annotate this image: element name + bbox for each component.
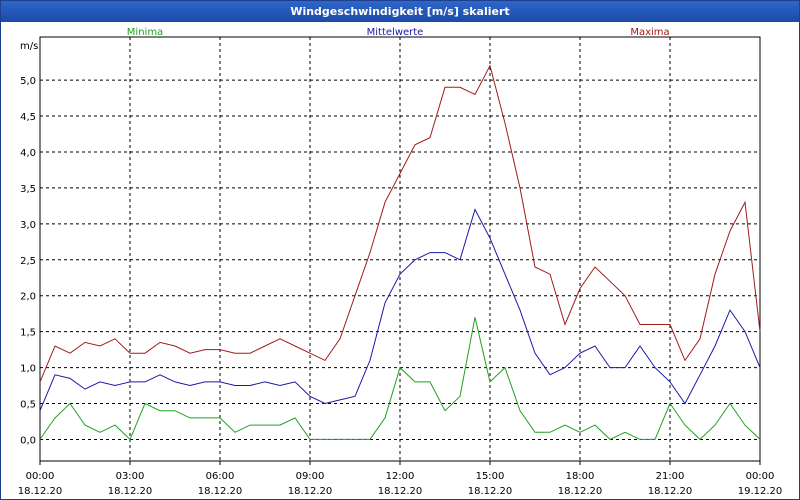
y-tick-label: 4,5 bbox=[20, 112, 36, 123]
y-tick-label: 1,5 bbox=[20, 328, 36, 339]
x-tick-time: 21:00 bbox=[656, 471, 685, 482]
y-tick-label: 3,0 bbox=[20, 220, 36, 231]
x-tick-time: 00:00 bbox=[26, 471, 55, 482]
legend-minima: Minima bbox=[127, 27, 163, 38]
x-tick-time: 12:00 bbox=[386, 471, 415, 482]
x-tick-time: 06:00 bbox=[206, 471, 235, 482]
x-tick-date: 19.12.20 bbox=[738, 486, 783, 497]
x-tick-date: 18.12.20 bbox=[648, 486, 693, 497]
series-line-mittelwerte bbox=[39, 208, 761, 411]
window-title: Windgeschwindigkeit [m/s] skaliert bbox=[1, 1, 799, 22]
legend-maxima: Maxima bbox=[630, 27, 669, 38]
x-tick-time: 09:00 bbox=[296, 471, 325, 482]
x-tick-date: 18.12.20 bbox=[18, 486, 63, 497]
y-tick-label: 3,5 bbox=[20, 184, 36, 195]
y-tick-label: 5,0 bbox=[20, 76, 36, 87]
x-tick-date: 18.12.20 bbox=[198, 486, 243, 497]
y-tick-label: 4,0 bbox=[20, 148, 36, 159]
series-line-minima bbox=[39, 317, 761, 441]
x-tick-date: 18.12.20 bbox=[378, 486, 423, 497]
y-tick-label: 0,0 bbox=[20, 435, 36, 446]
x-tick-time: 15:00 bbox=[476, 471, 505, 482]
x-tick-date: 18.12.20 bbox=[558, 486, 603, 497]
y-tick-label: 2,0 bbox=[20, 292, 36, 303]
x-tick-date: 18.12.20 bbox=[468, 486, 513, 497]
y-tick-label: 2,5 bbox=[20, 256, 36, 267]
y-tick-label: 0,5 bbox=[20, 400, 36, 411]
y-tick-label: 1,0 bbox=[20, 364, 36, 375]
series-line-maxima bbox=[39, 64, 761, 383]
x-tick-time: 03:00 bbox=[116, 471, 145, 482]
legend-mittelwerte: Mittelwerte bbox=[367, 27, 424, 38]
x-tick-time: 18:00 bbox=[566, 471, 595, 482]
y-axis-label: m/s bbox=[20, 41, 38, 52]
x-tick-time: 00:00 bbox=[746, 471, 775, 482]
x-tick-date: 18.12.20 bbox=[288, 486, 333, 497]
x-tick-date: 18.12.20 bbox=[108, 486, 153, 497]
